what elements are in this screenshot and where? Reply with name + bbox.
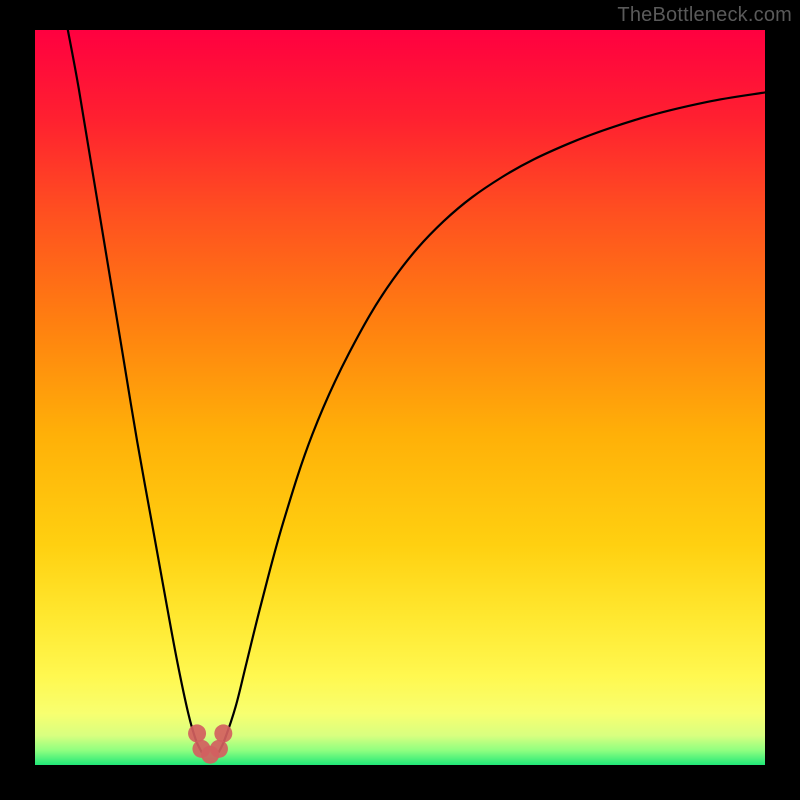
trough-marker xyxy=(210,740,228,758)
curves-layer xyxy=(35,30,765,765)
curve-right xyxy=(219,92,765,751)
trough-marker xyxy=(214,724,232,742)
trough-marker xyxy=(188,724,206,742)
watermark-text: TheBottleneck.com xyxy=(617,4,792,27)
chart-container: TheBottleneck.com xyxy=(0,0,800,800)
curve-left xyxy=(68,30,202,752)
plot-area xyxy=(35,30,765,765)
